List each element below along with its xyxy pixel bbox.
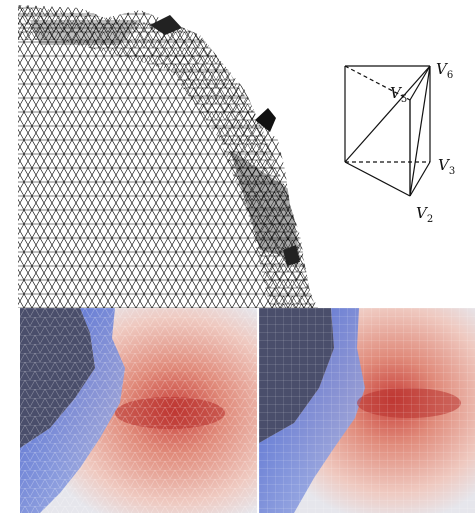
prism-edge bbox=[409, 161, 431, 197]
vertex-label-v6: V6 bbox=[436, 60, 453, 81]
prism-edge bbox=[344, 161, 411, 197]
field-plot-triangular bbox=[20, 308, 257, 513]
coast-feature bbox=[255, 108, 276, 132]
prism-element-diagram: V6 V5 V3 V2 bbox=[344, 60, 455, 225]
coast-feature bbox=[150, 15, 182, 35]
triangular-mesh-plot bbox=[18, 5, 318, 308]
prism-edge bbox=[409, 65, 431, 101]
prism-edge-hidden bbox=[344, 65, 411, 101]
vertex-label-v3: V3 bbox=[438, 156, 455, 177]
prism-diagonal bbox=[409, 65, 431, 197]
field-plot-quadrilateral bbox=[259, 308, 475, 513]
coast-feature bbox=[283, 245, 300, 266]
vertex-label-v2: V2 bbox=[416, 204, 433, 225]
vertex-label-v5: V5 bbox=[390, 84, 407, 105]
prism-diagonal bbox=[344, 65, 431, 163]
